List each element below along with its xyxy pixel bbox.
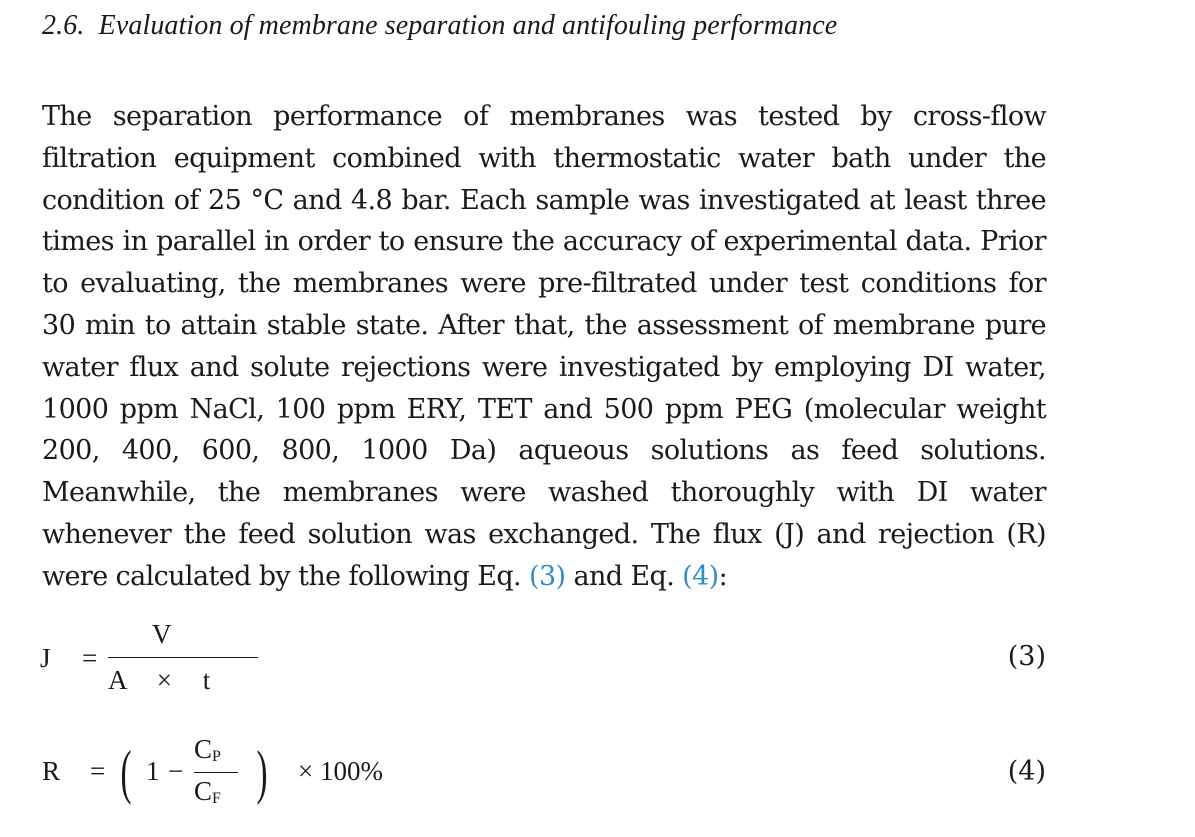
eq3-link[interactable]: (3)	[529, 560, 566, 592]
eq4-left-paren: (	[120, 739, 132, 805]
eq4-times-percent: × 100%	[298, 756, 383, 786]
eq4-fraction-bar	[194, 772, 238, 773]
paragraph-end: :	[718, 560, 728, 592]
eq4-denominator: CF	[194, 776, 221, 808]
eq3-denominator: A × t	[108, 665, 223, 695]
eq4-right-paren: )	[256, 739, 268, 805]
eq4-den-sub: F	[212, 790, 221, 807]
eq4-number: (4)	[1007, 756, 1046, 787]
body-paragraph: The separation performance of membranes …	[42, 96, 1047, 598]
equation-4: R = ( 1 − CP CF ) × 100%	[40, 732, 440, 822]
section-number: 2.6.	[42, 10, 85, 41]
eq4-den-main: C	[194, 776, 213, 806]
eq4-numerator: CP	[194, 734, 221, 766]
eq4-num-sub: P	[212, 748, 221, 765]
paragraph-text: The separation performance of membranes …	[42, 101, 1047, 592]
section-heading: 2.6. Evaluation of membrane separation a…	[42, 10, 837, 42]
eq4-link[interactable]: (4)	[682, 560, 719, 592]
eq3-number: (3)	[1007, 641, 1046, 672]
paragraph-between: and Eq.	[565, 560, 683, 592]
eq3-fraction-bar	[108, 657, 258, 658]
eq4-num-main: C	[194, 734, 213, 764]
eq3-numerator: V	[152, 619, 172, 649]
eq4-lhs: R	[42, 756, 61, 786]
eq3-equals: =	[82, 643, 98, 673]
equation-3: J = V A × t	[40, 615, 258, 695]
eq3-lhs: J	[40, 643, 51, 673]
section-title: Evaluation of membrane separation and an…	[98, 10, 838, 41]
eq4-one: 1	[146, 756, 160, 786]
eq4-minus: −	[168, 756, 184, 786]
eq4-equals: =	[90, 756, 106, 786]
